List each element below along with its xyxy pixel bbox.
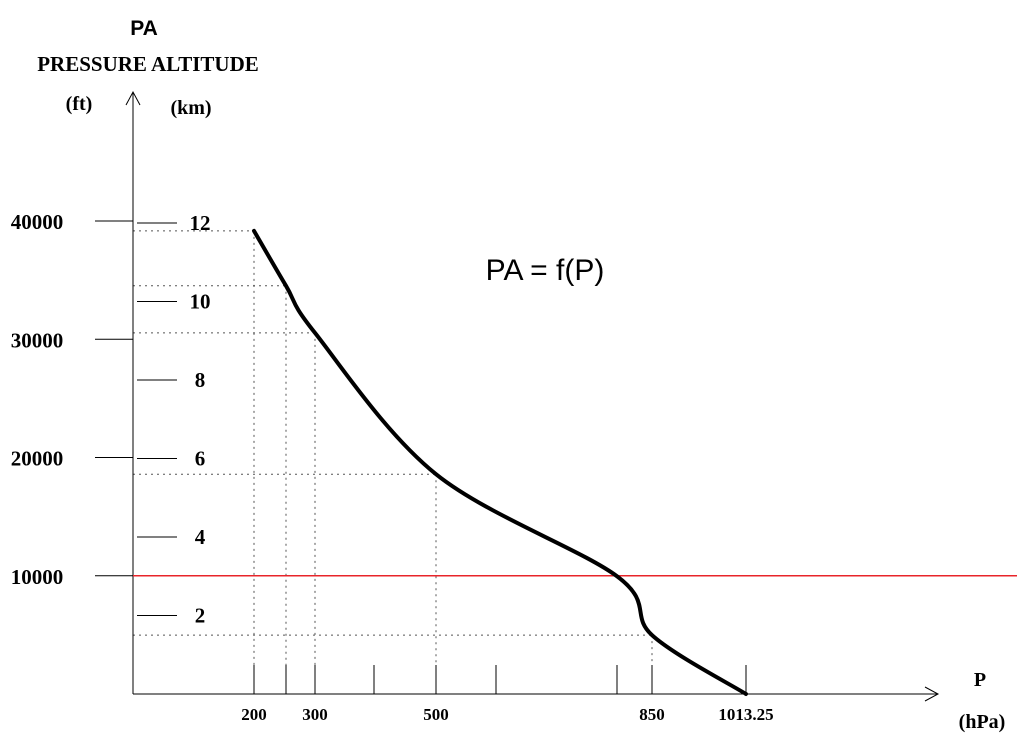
km-tick-label: 12 (190, 211, 211, 235)
formula-label: PA = f(P) (486, 254, 605, 287)
chart-subtitle: PRESSURE ALTITUDE (37, 52, 259, 76)
pressure-tick-label: 300 (302, 705, 328, 724)
pressure-tick-label: 200 (241, 705, 267, 724)
ft-tick-label: 30000 (11, 328, 64, 352)
pressure-altitude-curve (252, 228, 748, 696)
ft-tick-label: 40000 (11, 210, 64, 234)
chart-title: PA (130, 17, 158, 40)
tick-marks (95, 220, 747, 694)
ft-axis-unit: (ft) (66, 93, 93, 115)
x-axis-unit: (hPa) (959, 711, 1006, 733)
pressure-tick-label: 850 (639, 705, 665, 724)
km-tick-label: 2 (195, 604, 206, 628)
pressure-tick-label: 1013.25 (718, 705, 773, 724)
km-tick-label: 4 (195, 525, 206, 549)
km-tick-label: 10 (190, 290, 211, 314)
pressure-tick-label: 500 (423, 705, 449, 724)
tick-labels: 10000 20000 30000 40000 2 4 6 8 10 12 200 300 500 850… (11, 210, 774, 724)
km-tick-label: 8 (195, 368, 206, 392)
ft-tick-label: 20000 (11, 447, 64, 471)
y-axis-arrow-icon (125, 90, 141, 106)
guide-lines (133, 230, 653, 694)
x-axis-label: P (974, 669, 986, 691)
km-tick-label: 6 (195, 447, 206, 471)
x-axis-arrow-icon (924, 686, 940, 702)
ft-tick-label: 10000 (11, 565, 64, 589)
km-axis-unit: (km) (170, 97, 211, 119)
